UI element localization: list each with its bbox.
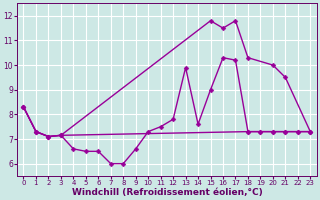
X-axis label: Windchill (Refroidissement éolien,°C): Windchill (Refroidissement éolien,°C) <box>72 188 262 197</box>
